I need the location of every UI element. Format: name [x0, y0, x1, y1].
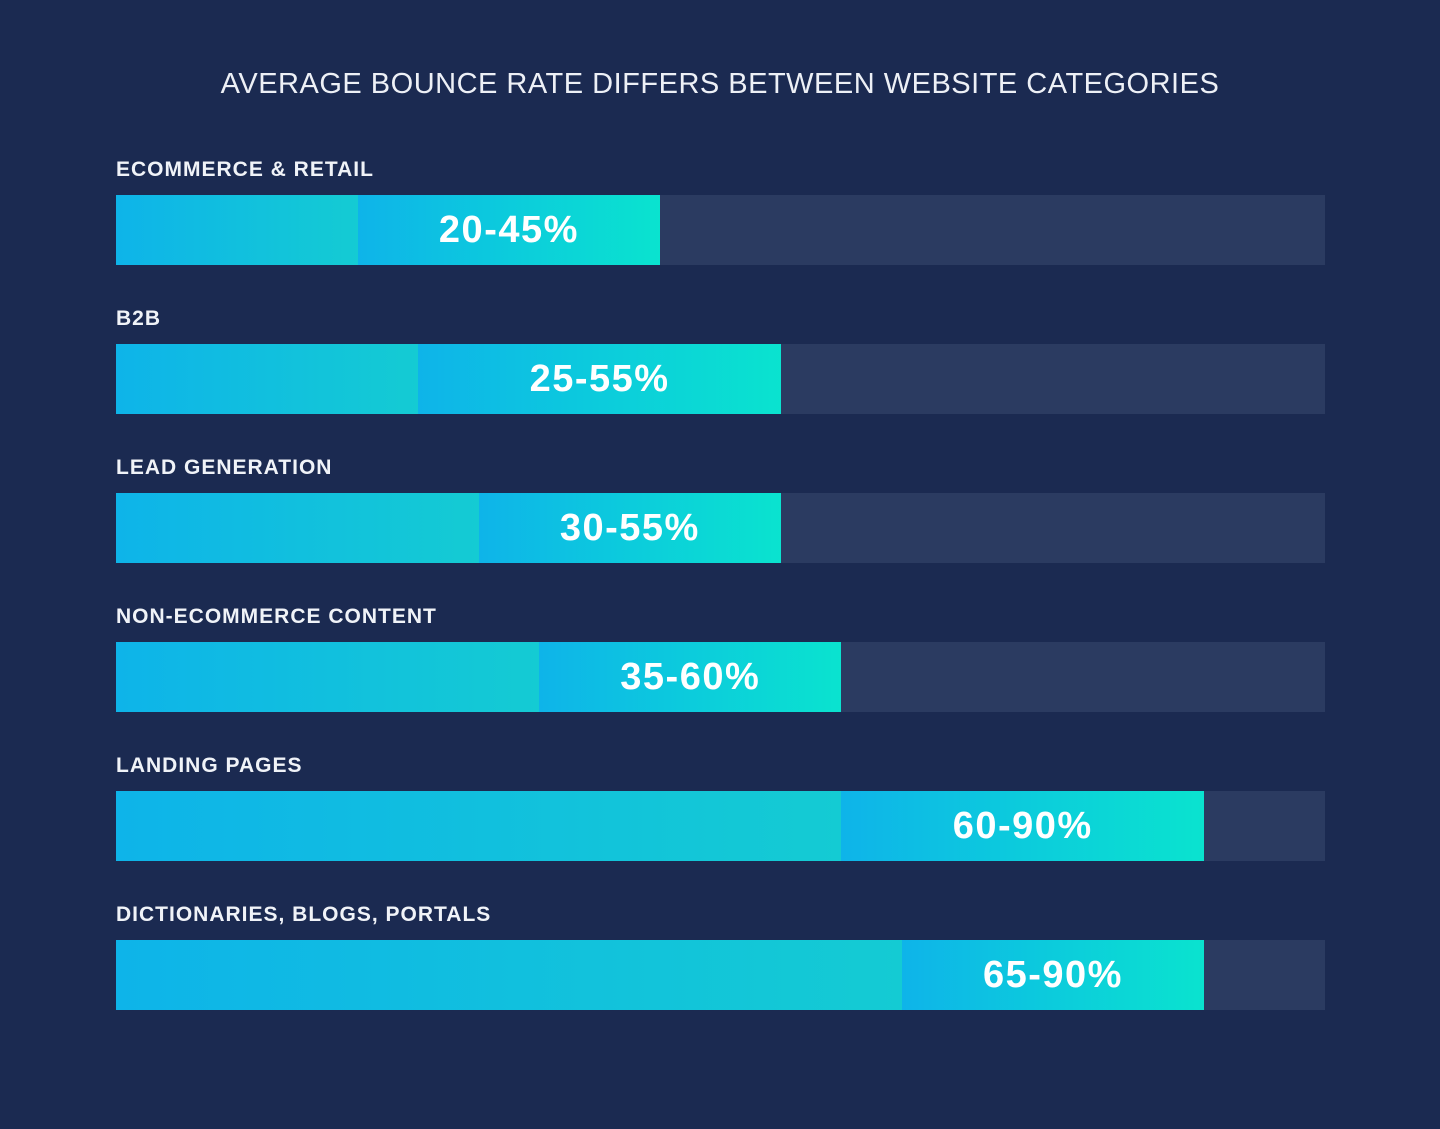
bar-track: 20-45%	[116, 195, 1325, 265]
bar-value-label: 65-90%	[982, 953, 1123, 996]
category-row: ECOMMERCE & RETAIL 20-45%	[116, 157, 1325, 265]
bar-chart: ECOMMERCE & RETAIL 20-45% B2B 25-55% LEA…	[116, 157, 1325, 1010]
bar-track: 60-90%	[116, 791, 1325, 861]
bar-fill-min-segment	[116, 493, 479, 563]
bar-fill-range-segment: 35-60%	[539, 642, 842, 712]
bar-track: 35-60%	[116, 642, 1325, 712]
bar-fill-min-segment	[116, 791, 842, 861]
category-label: LANDING PAGES	[116, 754, 303, 777]
bar-fill-range-segment: 25-55%	[418, 344, 781, 414]
category-row: B2B 25-55%	[116, 306, 1325, 414]
bar-track: 30-55%	[116, 493, 1325, 563]
category-label: ECOMMERCE & RETAIL	[116, 158, 374, 181]
bar-value-label: 30-55%	[559, 506, 700, 549]
bar-track: 65-90%	[116, 940, 1325, 1010]
bar-fill-min-segment	[116, 344, 419, 414]
category-label: B2B	[116, 307, 162, 330]
category-label: NON-ECOMMERCE CONTENT	[116, 605, 437, 628]
bar-fill-min-segment	[116, 195, 358, 265]
bar-value-label: 25-55%	[529, 357, 670, 400]
bar-value-label: 20-45%	[438, 208, 579, 251]
bar-fill-min-segment	[116, 642, 540, 712]
category-row: NON-ECOMMERCE CONTENT 35-60%	[116, 604, 1325, 712]
chart-title: AVERAGE BOUNCE RATE DIFFERS BETWEEN WEBS…	[220, 68, 1220, 100]
bar-fill-range-segment: 60-90%	[841, 791, 1205, 861]
bar-fill-range-segment: 65-90%	[901, 940, 1205, 1010]
category-row: LEAD GENERATION 30-55%	[116, 455, 1325, 563]
bar-value-label: 60-90%	[952, 804, 1093, 847]
bar-track: 25-55%	[116, 344, 1325, 414]
category-row: DICTIONARIES, BLOGS, PORTALS 65-90%	[116, 902, 1325, 1010]
bar-fill-range-segment: 20-45%	[357, 195, 661, 265]
category-label: LEAD GENERATION	[116, 456, 333, 479]
category-label: DICTIONARIES, BLOGS, PORTALS	[116, 903, 492, 926]
bar-fill-range-segment: 30-55%	[478, 493, 781, 563]
bar-fill-min-segment	[116, 940, 902, 1010]
bar-value-label: 35-60%	[620, 655, 761, 698]
category-row: LANDING PAGES 60-90%	[116, 753, 1325, 861]
